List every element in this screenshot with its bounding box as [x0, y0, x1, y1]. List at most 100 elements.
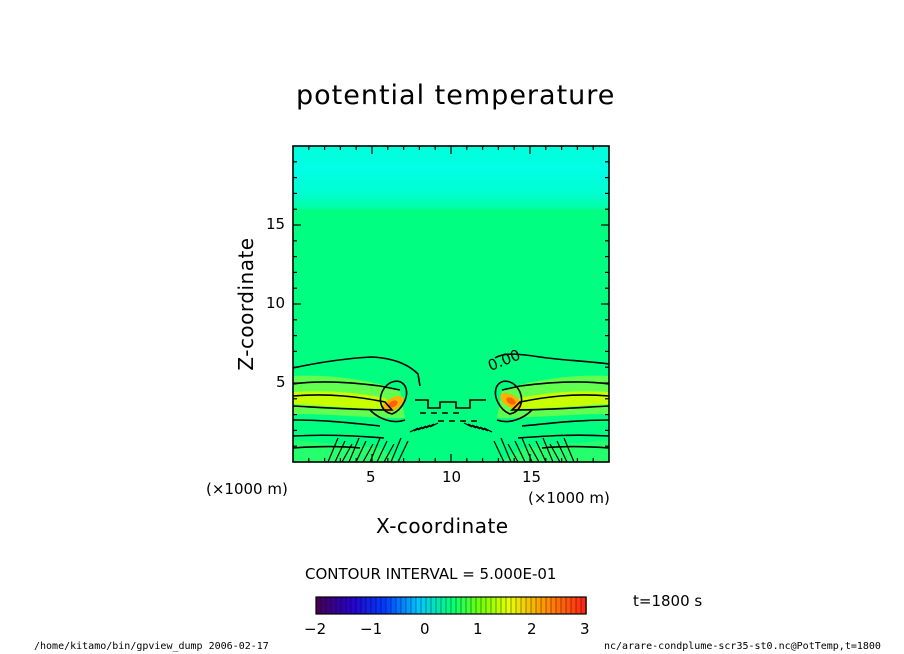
contour-line — [415, 399, 486, 409]
footer-right: nc/arare-condplume-scr35-st0.nc@PotTemp,… — [604, 641, 881, 652]
colorbar-segment — [465, 596, 472, 615]
colorbar-segment — [370, 596, 377, 615]
colorbar-segment — [555, 596, 562, 615]
contour-line — [348, 437, 360, 462]
contour-line — [483, 427, 493, 433]
colorbar-tick-label: −1 — [360, 620, 383, 638]
colorbar-segment — [420, 596, 427, 615]
contour-line — [421, 424, 431, 430]
colorbar-tick-label: 2 — [527, 620, 537, 638]
colorbar-segment — [330, 596, 337, 615]
time-label: t=1800 s — [633, 592, 703, 610]
contour-line — [413, 426, 423, 432]
colorbar-segment — [470, 596, 477, 615]
lower-region-right — [502, 440, 609, 462]
contour-line — [549, 443, 561, 462]
contour-line — [471, 424, 481, 430]
y-tick-label-10: 10 — [266, 294, 286, 312]
contour-line — [293, 419, 381, 427]
contour-line — [521, 419, 609, 427]
colorbar-segment — [435, 596, 442, 615]
x-tick-label-10: 10 — [442, 468, 462, 486]
colorbar-segment — [325, 596, 332, 615]
colorbar-tick-label: 0 — [420, 620, 430, 638]
colorbar-segment — [405, 596, 412, 615]
contour-line — [397, 440, 409, 462]
colorbar-segment — [575, 596, 582, 615]
contour-line — [362, 443, 374, 462]
colorbar-segment — [415, 596, 422, 615]
colorbar-segment — [495, 596, 502, 615]
contour-line — [369, 409, 406, 423]
colorbar-segment — [425, 596, 432, 615]
colorbar-segment — [515, 596, 522, 615]
contour-line — [493, 440, 505, 462]
colorbar-segment — [535, 596, 542, 615]
hot-core-right — [506, 397, 516, 405]
colorbar-segment — [565, 596, 572, 615]
hot-core-left — [388, 400, 398, 408]
x-unit-label: (×1000 m) — [206, 480, 288, 498]
colorbar-segment — [400, 596, 407, 615]
y-tick-label-5: 5 — [276, 373, 286, 391]
contour-line — [383, 443, 395, 462]
colorbar-segment — [550, 596, 557, 615]
contour-line — [494, 380, 523, 415]
colorbar-segment — [475, 596, 482, 615]
colorbar-segment — [520, 596, 527, 615]
contour-line — [293, 356, 421, 387]
colorbar-segment — [345, 596, 352, 615]
colorbar-segment — [375, 596, 382, 615]
contour-line — [556, 440, 568, 462]
colorbar-segment — [560, 596, 567, 615]
x-tick-label-15: 15 — [522, 468, 542, 486]
colorbar-segment — [490, 596, 497, 615]
contour-line — [390, 437, 402, 462]
colorbar-segment — [430, 596, 437, 615]
y-tick-label-15: 15 — [266, 215, 286, 233]
contour-line — [510, 394, 609, 411]
colorbar-segment — [340, 596, 347, 615]
contour-line — [542, 437, 554, 462]
colorbar-segment — [385, 596, 392, 615]
colorbar-segment — [380, 596, 387, 615]
colorbar-segment — [570, 596, 577, 615]
colorbar-segment — [505, 596, 512, 615]
contour-line — [517, 434, 609, 439]
footer-left: /home/kitamo/bin/gpview_dump 2006-02-17 — [34, 641, 269, 652]
colorbar-segment — [480, 596, 487, 615]
contour-line — [514, 440, 526, 462]
contour-line — [528, 443, 540, 462]
colorbar-segment — [530, 596, 537, 615]
contour-interval-text: CONTOUR INTERVAL = 5.000E-01 — [305, 565, 557, 583]
colorbar-segment — [485, 596, 492, 615]
colorbar-segment — [365, 596, 372, 615]
x-axis-label: X-coordinate — [376, 514, 509, 538]
chart-title: potential temperature — [296, 80, 616, 111]
colorbar-segment — [540, 596, 547, 615]
y-axis-label: Z-coordinate — [234, 237, 258, 371]
colorbar-segment — [355, 596, 362, 615]
colorbar-segment — [460, 596, 467, 615]
contour-line — [341, 443, 353, 462]
contour-line — [379, 380, 408, 415]
colorbar-segment — [500, 596, 507, 615]
colorbar-segment — [510, 596, 517, 615]
colorbar-segment — [360, 596, 367, 615]
colorbar-tick-label: 1 — [473, 620, 483, 638]
contour-line — [535, 440, 547, 462]
colorbar-segment — [395, 596, 402, 615]
contour-line — [293, 381, 401, 391]
colorbar-segment — [455, 596, 462, 615]
upper-layer-band — [293, 146, 609, 210]
colorbar-segment — [440, 596, 447, 615]
contour-line — [500, 437, 512, 462]
contour-line — [334, 440, 346, 462]
contour-line — [327, 437, 339, 462]
contour-line — [293, 394, 394, 411]
colorbar-segment — [525, 596, 532, 615]
colorbar-segment — [410, 596, 417, 615]
contour-line — [409, 427, 419, 433]
